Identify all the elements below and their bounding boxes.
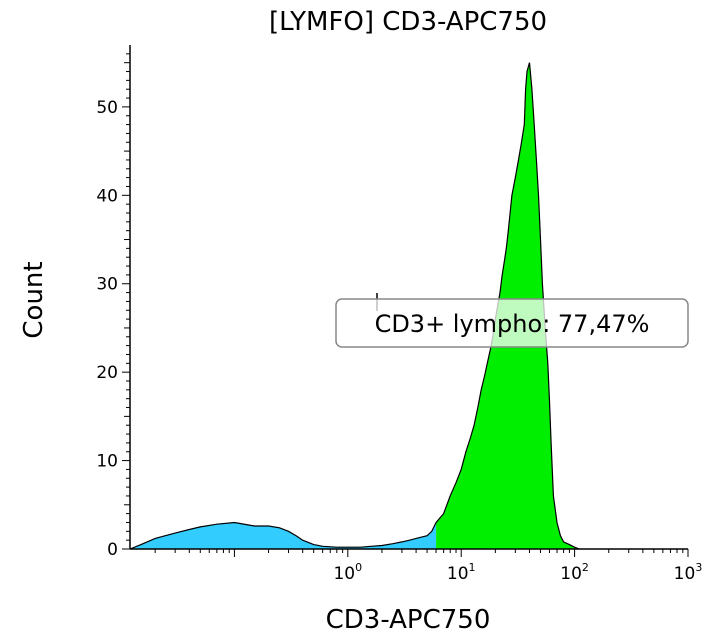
x-axis-label: CD3-APC750 bbox=[326, 605, 491, 635]
gate-label-box bbox=[335, 298, 689, 348]
x-tick-label: 102 bbox=[560, 561, 589, 584]
chart-title: [LYMFO] CD3-APC750 bbox=[269, 7, 547, 37]
y-tick-label: 50 bbox=[96, 98, 118, 118]
histogram-outline bbox=[129, 62, 580, 550]
y-tick-label: 20 bbox=[96, 363, 118, 383]
x-axis: 100 101 102 103 bbox=[154, 549, 703, 584]
y-axis-label: Count bbox=[19, 261, 49, 338]
y-tick-label: 10 bbox=[96, 452, 118, 472]
y-tick-label: 30 bbox=[96, 275, 118, 295]
gate-marker: CD3+ lympho: 77,47% bbox=[335, 293, 689, 348]
x-tick-label: 103 bbox=[674, 561, 703, 584]
gate-label: CD3+ lympho: 77,47% bbox=[375, 310, 650, 338]
x-tick-label: 101 bbox=[447, 561, 476, 584]
histogram-ungated-area bbox=[130, 522, 437, 549]
x-tick-label: 100 bbox=[333, 561, 362, 584]
y-tick-label: 40 bbox=[96, 186, 118, 206]
y-tick-label: 0 bbox=[107, 540, 118, 560]
y-axis: 0 10 20 30 40 50 bbox=[96, 53, 130, 560]
